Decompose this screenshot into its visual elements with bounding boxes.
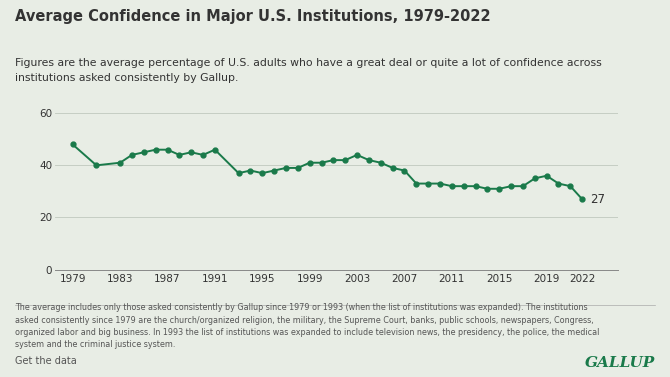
Text: The average includes only those asked consistently by Gallup since 1979 or 1993 : The average includes only those asked co… [15,303,599,349]
Text: Average Confidence in Major U.S. Institutions, 1979-2022: Average Confidence in Major U.S. Institu… [15,9,490,25]
Text: Figures are the average percentage of U.S. adults who have a great deal or quite: Figures are the average percentage of U.… [15,58,602,83]
Text: Get the data: Get the data [15,356,76,366]
Text: GALLUP: GALLUP [585,356,655,370]
Text: 27: 27 [590,193,606,206]
